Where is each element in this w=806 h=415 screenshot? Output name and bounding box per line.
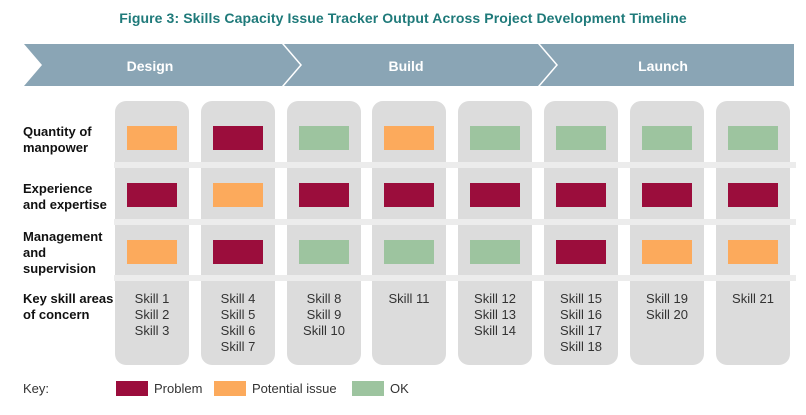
status-box-ok	[556, 126, 606, 150]
row-separator	[114, 275, 796, 281]
figure-title: Figure 3: Skills Capacity Issue Tracker …	[119, 10, 687, 26]
phase-label-launch: Launch	[638, 58, 688, 74]
key-text-problem: Problem	[154, 381, 203, 396]
status-box-problem	[642, 183, 692, 207]
status-box-ok	[299, 240, 349, 264]
key-label: Key:	[23, 381, 50, 396]
skill-item: Skill 9	[306, 307, 342, 322]
status-box-ok	[470, 126, 520, 150]
key-swatch-potential	[214, 381, 246, 396]
skill-item: Skill 16	[560, 307, 602, 322]
phase-label-design: Design	[126, 58, 174, 74]
skill-item: Skill 10	[303, 323, 345, 338]
skill-list: Skill 4 Skill 5 Skill 6 Skill 7	[201, 291, 275, 355]
skill-item: Skill 4	[220, 291, 256, 306]
status-box-problem	[470, 183, 520, 207]
skill-list: Skill 11	[372, 291, 446, 307]
skill-item: Skill 8	[306, 291, 342, 306]
row-separator	[114, 162, 796, 168]
skill-item: Skill 5	[220, 307, 256, 322]
status-box-problem	[299, 183, 349, 207]
status-box-potential	[127, 126, 177, 150]
skill-item: Skill 11	[388, 291, 430, 306]
status-box-potential	[384, 126, 434, 150]
status-box-ok	[299, 126, 349, 150]
status-box-potential	[642, 240, 692, 264]
status-box-ok	[470, 240, 520, 264]
skill-item: Skill 12	[474, 291, 516, 306]
phase-label-build: Build	[388, 58, 424, 74]
skill-item: Skill 13	[474, 307, 516, 322]
skill-item: Skill 6	[220, 323, 256, 338]
status-box-problem	[728, 183, 778, 207]
skill-item: Skill 15	[560, 291, 602, 306]
status-box-potential	[127, 240, 177, 264]
phase-arrow-build	[284, 44, 556, 86]
row-label-quantity: Quantity of manpower	[23, 124, 92, 155]
skill-item: Skill 7	[220, 339, 256, 354]
row-label-management: Management and supervision	[23, 229, 103, 276]
skill-item: Skill 19	[646, 291, 688, 306]
status-box-ok	[728, 126, 778, 150]
status-box-potential	[728, 240, 778, 264]
status-box-problem	[556, 240, 606, 264]
skill-item: Skill 20	[646, 307, 688, 322]
skill-item: Skill 3	[134, 323, 170, 338]
skill-list: Skill 19 Skill 20	[630, 291, 704, 323]
status-box-ok	[384, 240, 434, 264]
status-box-problem	[384, 183, 434, 207]
skill-item: Skill 14	[474, 323, 516, 338]
skill-item: Skill 18	[560, 339, 602, 354]
skill-list: Skill 21	[716, 291, 790, 307]
phase-arrow-launch	[540, 44, 794, 86]
skill-list: Skill 1 Skill 2 Skill 3	[115, 291, 189, 339]
skill-item: Skill 17	[560, 323, 602, 338]
row-label-experience: Experience and expertise	[23, 181, 107, 212]
skill-list: Skill 8 Skill 9 Skill 10	[287, 291, 361, 339]
skill-item: Skill 2	[134, 307, 170, 322]
status-box-problem	[213, 126, 263, 150]
status-box-problem	[213, 240, 263, 264]
key-swatch-problem	[116, 381, 148, 396]
key-swatch-ok	[352, 381, 384, 396]
status-box-ok	[642, 126, 692, 150]
skill-item: Skill 1	[134, 291, 170, 306]
key-text-ok: OK	[390, 381, 409, 396]
row-separator	[114, 219, 796, 225]
skill-list: Skill 15 Skill 16 Skill 17 Skill 18	[544, 291, 618, 355]
status-box-potential	[213, 183, 263, 207]
status-box-problem	[556, 183, 606, 207]
row-label-key-skills: Key skill areas of concern	[23, 291, 114, 322]
key-text-potential: Potential issue	[252, 381, 337, 396]
status-box-problem	[127, 183, 177, 207]
skill-item: Skill 21	[732, 291, 774, 306]
phase-timeline	[24, 44, 794, 86]
skill-list: Skill 12 Skill 13 Skill 14	[458, 291, 532, 339]
phase-arrow-design	[24, 44, 300, 86]
